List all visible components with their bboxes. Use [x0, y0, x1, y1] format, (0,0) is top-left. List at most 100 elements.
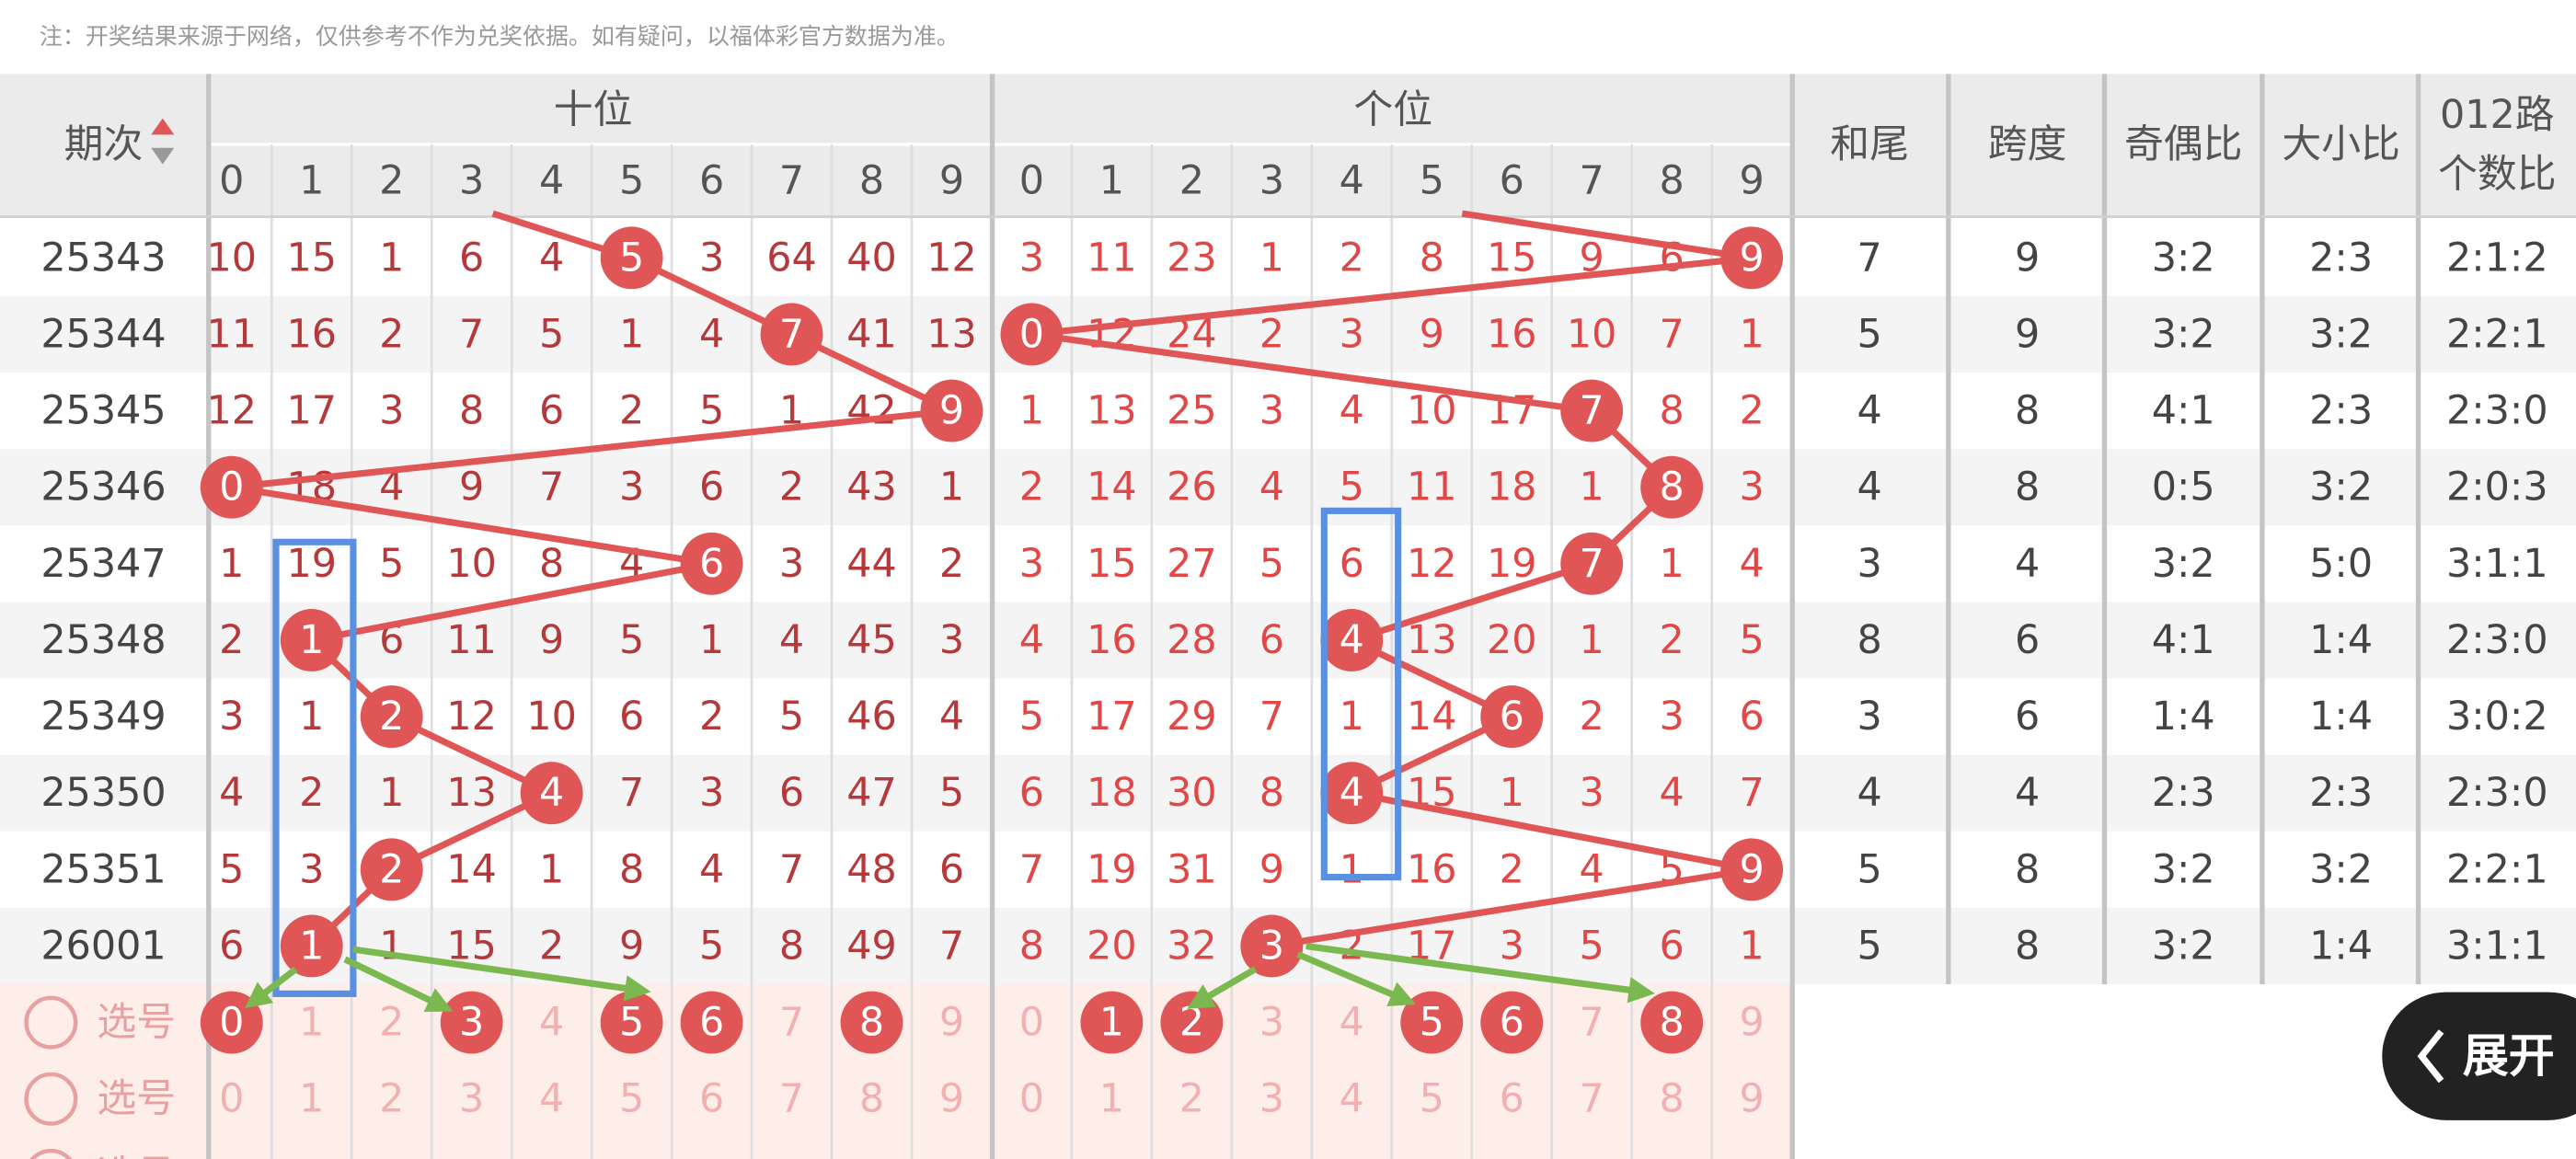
miss-count: 8 — [619, 846, 644, 892]
stat-tail: 3 — [1857, 541, 1882, 587]
miss-count: 10 — [446, 541, 497, 587]
miss-count: 6 — [1259, 617, 1284, 663]
miss-count: 3 — [619, 465, 644, 511]
pick-radio — [24, 995, 78, 1050]
expand-label[interactable]: 展开 — [2463, 1029, 2555, 1083]
miss-count: 3 — [299, 846, 324, 892]
period: 25345 — [40, 388, 166, 434]
pick-digit: 5 — [1420, 1076, 1444, 1122]
stat-big_small: 1:4 — [2309, 923, 2373, 969]
stat-tail: 4 — [1857, 465, 1882, 511]
period: 25350 — [40, 770, 166, 816]
miss-count: 4 — [1259, 465, 1284, 511]
pick-digit: 4 — [1340, 1000, 1364, 1046]
miss-count: 5 — [619, 617, 644, 663]
miss-count: 44 — [846, 541, 897, 587]
miss-count: 5 — [1019, 694, 1044, 740]
miss-count: 8 — [1660, 388, 1685, 434]
miss-count: 6 — [1019, 770, 1044, 816]
stat-odd_even: 3:2 — [2152, 923, 2215, 969]
miss-count: 13 — [926, 311, 977, 357]
miss-count: 6 — [1739, 694, 1764, 740]
note: 注：开奖结果来源于网络，仅供参考不作为兑奖依据。如有疑问，以福体彩官方数据为准。 — [40, 23, 960, 50]
pick-digit: 9 — [1739, 1076, 1764, 1122]
stat-span: 4 — [2015, 541, 2040, 587]
period: 26001 — [40, 923, 166, 969]
miss-count: 2 — [619, 388, 644, 434]
miss-count: 9 — [619, 923, 644, 969]
miss-count: 2 — [299, 770, 324, 816]
stat-odd_even: 4:1 — [2152, 388, 2215, 434]
miss-count: 2 — [779, 465, 804, 511]
pick-digit: 3 — [1259, 1076, 1284, 1122]
pick-digit: 0 — [1019, 1000, 1044, 1046]
digit-header: 7 — [779, 157, 804, 203]
hit-ball — [600, 226, 663, 290]
period: 25344 — [40, 311, 166, 357]
miss-count: 20 — [1087, 923, 1137, 969]
pick-digit: 0 — [1019, 1153, 1044, 1159]
miss-count: 3 — [1739, 465, 1764, 511]
hit-ball — [1640, 455, 1704, 519]
stat-big_small: 1:4 — [2309, 617, 2373, 663]
miss-count: 17 — [1087, 694, 1137, 740]
pick-digit: 6 — [1500, 1000, 1524, 1046]
miss-count: 2 — [939, 541, 964, 587]
pick-digit: 8 — [859, 1076, 884, 1122]
miss-count: 6 — [1660, 923, 1685, 969]
pick-digit: 3 — [459, 1000, 484, 1046]
pick-digit: 2 — [1179, 1000, 1204, 1046]
expand-button[interactable]: 展开 — [2382, 992, 2576, 1120]
miss-count: 7 — [1019, 846, 1044, 892]
miss-count: 2 — [1340, 235, 1364, 281]
digit-header: 2 — [379, 157, 404, 203]
stat-big_small: 3:2 — [2309, 311, 2373, 357]
miss-count: 7 — [539, 465, 564, 511]
digit-header: 6 — [1500, 157, 1524, 203]
pick-digit: 7 — [779, 1076, 804, 1122]
stat-route: 2:1:2 — [2446, 235, 2548, 281]
hit-number: 4 — [1340, 617, 1364, 663]
stat-span: 9 — [2015, 311, 2040, 357]
pick-digit: 7 — [1580, 1000, 1604, 1046]
hit-number: 6 — [1500, 694, 1524, 740]
pick-ball — [840, 991, 903, 1054]
stat-big_small: 3:2 — [2309, 846, 2373, 892]
pick-ball — [1400, 991, 1464, 1054]
hit-number: 6 — [699, 541, 724, 587]
miss-count: 6 — [539, 388, 564, 434]
miss-count: 47 — [846, 770, 897, 816]
miss-count: 4 — [539, 235, 564, 281]
period: 25346 — [40, 465, 166, 511]
miss-count: 2 — [1660, 617, 1685, 663]
chevron — [2417, 1029, 2444, 1084]
miss-count: 13 — [1087, 388, 1137, 434]
pick-digit: 1 — [299, 1153, 324, 1159]
stat-route: 2:3:0 — [2446, 770, 2548, 816]
miss-count: 8 — [459, 388, 484, 434]
pick-digit: 6 — [699, 1076, 724, 1122]
hit-number: 2 — [379, 846, 404, 892]
miss-count: 16 — [1407, 846, 1457, 892]
hit-ball — [1320, 609, 1384, 671]
arrow — [352, 946, 651, 1002]
miss-count: 2 — [219, 617, 244, 663]
hit-ball — [360, 838, 423, 901]
miss-count: 30 — [1167, 770, 1217, 816]
miss-count: 19 — [1087, 846, 1137, 892]
digit-header: 4 — [1340, 157, 1364, 203]
miss-count: 3 — [219, 694, 244, 740]
row-bg — [0, 373, 2576, 450]
miss-count: 19 — [1487, 541, 1537, 587]
miss-count: 48 — [846, 846, 897, 892]
hit-number: 7 — [1580, 541, 1604, 587]
miss-count: 5 — [699, 923, 724, 969]
stat-span: 8 — [2015, 846, 2040, 892]
miss-count: 11 — [207, 311, 258, 357]
sort-down — [151, 147, 175, 165]
hit-number: 0 — [219, 465, 244, 511]
hit-ball — [1720, 838, 1784, 901]
miss-count: 6 — [939, 846, 964, 892]
stat-tail: 8 — [1857, 617, 1882, 663]
expand-button-bg[interactable] — [2382, 992, 2576, 1120]
